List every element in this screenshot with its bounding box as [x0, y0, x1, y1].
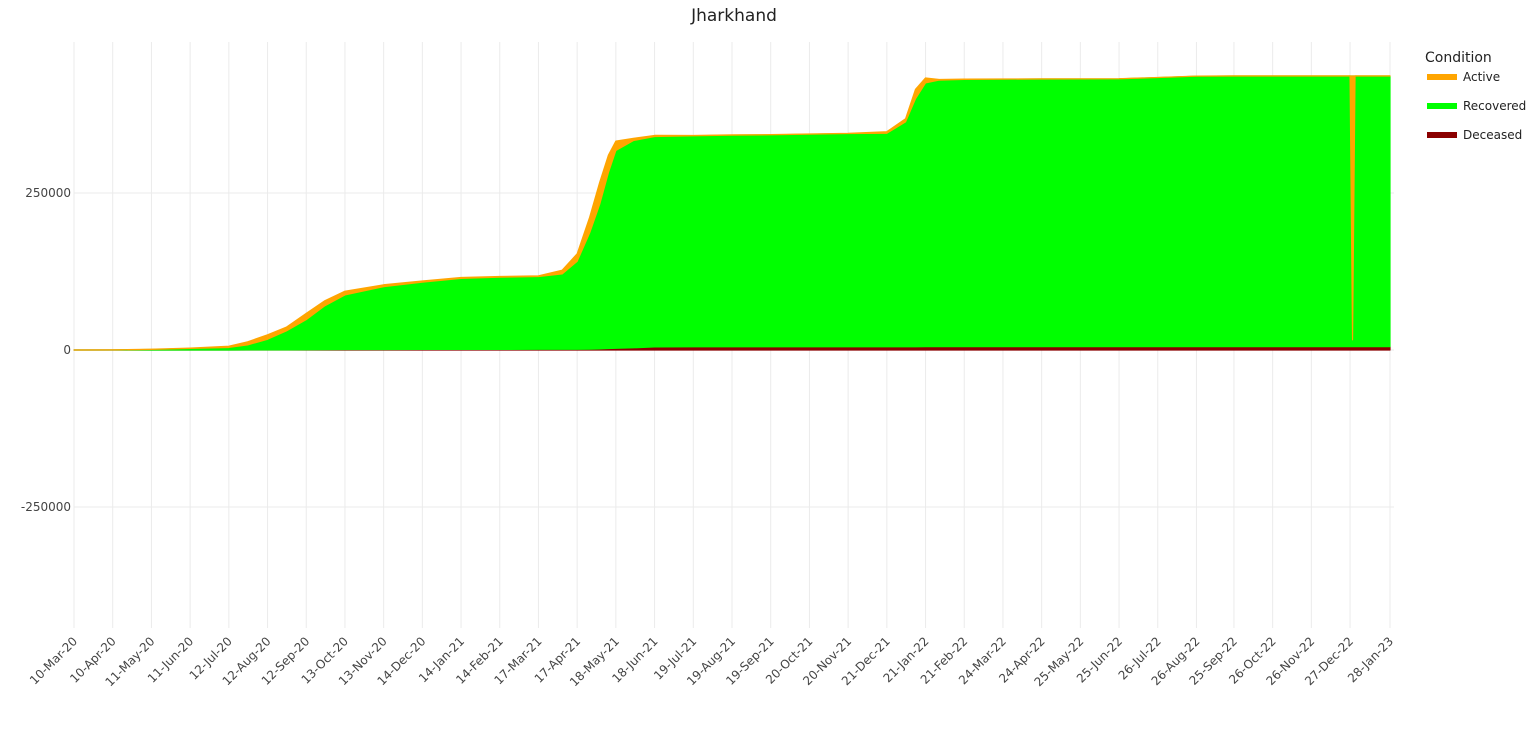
legend-label-active: Active [1463, 70, 1500, 84]
legend-swatch-deceased [1427, 132, 1457, 138]
x-axis: 10-Mar-2010-Apr-2011-May-2011-Jun-2012-J… [27, 634, 1396, 689]
legend-label-deceased: Deceased [1463, 128, 1522, 142]
legend-title: Condition [1425, 50, 1492, 66]
legend-swatch-recovered [1427, 103, 1457, 109]
legend-label-recovered: Recovered [1463, 99, 1526, 113]
chart-title: Jharkhand [690, 6, 777, 26]
area-series [73, 75, 1391, 351]
area-active [73, 75, 1391, 351]
y-tick-label: -250000 [21, 500, 71, 514]
y-axis: 250000 0 -250000 [21, 186, 71, 514]
legend-swatch-active [1427, 74, 1457, 80]
y-tick-label: 250000 [25, 186, 71, 200]
legend: Condition Active Recovered Deceased [1425, 50, 1526, 142]
y-tick-label: 0 [63, 343, 71, 357]
